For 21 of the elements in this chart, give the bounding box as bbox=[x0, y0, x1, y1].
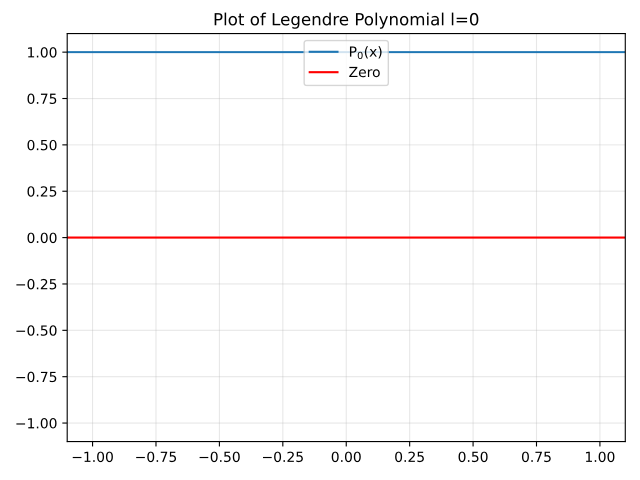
x-tick-label: −0.75 bbox=[136, 452, 176, 462]
x-tick-label: 0.50 bbox=[458, 452, 488, 462]
x-tick-label: −0.25 bbox=[263, 452, 303, 462]
legend-label: Zero bbox=[349, 66, 380, 78]
y-tick-label: 1.00 bbox=[28, 47, 57, 58]
x-tick-label: 1.00 bbox=[586, 452, 614, 462]
x-tick-label: −0.50 bbox=[200, 452, 240, 462]
y-tick-label: −0.25 bbox=[16, 278, 56, 290]
y-tick-label: 0.50 bbox=[27, 140, 57, 150]
x-tick-label: 0.75 bbox=[522, 452, 551, 462]
y-tick-label: −1.00 bbox=[16, 418, 57, 429]
legend-label: P$_{0}$(x) bbox=[350, 46, 382, 60]
x-tick-label: 0.00 bbox=[332, 452, 361, 462]
x-tick-label: −1.00 bbox=[72, 452, 113, 462]
y-tick-label: −0.50 bbox=[16, 325, 57, 336]
x-tick-label: 0.25 bbox=[395, 452, 424, 462]
y-tick-label: 0.75 bbox=[27, 93, 56, 104]
chart-title: Plot of Legendre Polynomial l=0 bbox=[214, 12, 478, 29]
y-tick-label: 0.00 bbox=[27, 232, 57, 244]
y-tick-label: −0.75 bbox=[16, 372, 56, 382]
y-tick-label: 0.25 bbox=[27, 186, 56, 197]
